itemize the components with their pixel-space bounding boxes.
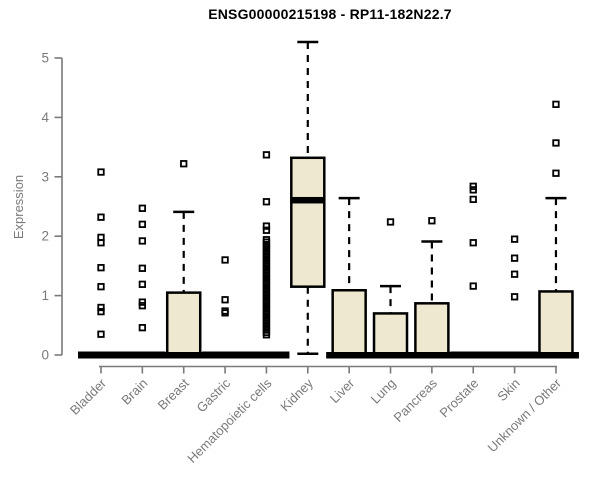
outlier-point <box>510 235 519 243</box>
outlier-point <box>97 303 105 312</box>
outlier-point <box>469 282 477 290</box>
median-line <box>532 352 579 359</box>
boxplot-box <box>165 291 202 357</box>
outlier-point <box>97 168 105 176</box>
x-category-label: Gastric <box>193 375 233 415</box>
outlier-point <box>138 324 147 332</box>
y-tick-label: 0 <box>41 348 49 363</box>
y-tick-label: 2 <box>41 229 49 244</box>
outlier-point <box>97 264 105 272</box>
x-category-label: Liver <box>327 375 358 406</box>
outlier-point <box>469 182 477 190</box>
outlier-point <box>138 220 147 228</box>
outlier-point <box>510 270 519 278</box>
outlier-point <box>138 280 147 288</box>
x-category-label: Prostate <box>437 376 482 421</box>
x-category-label: Brain <box>118 376 150 408</box>
y-tick-label: 5 <box>41 51 49 66</box>
zero-bar <box>243 351 290 359</box>
outlier-point <box>138 204 147 212</box>
boxplot-box <box>372 312 409 357</box>
outlier-point <box>97 330 105 338</box>
outlier-point <box>386 218 395 226</box>
boxplot-box <box>331 289 367 357</box>
outlier-point <box>262 198 271 206</box>
outlier-point <box>221 256 229 264</box>
x-category-label: Bladder <box>67 375 110 418</box>
outlier-point <box>221 307 229 315</box>
outlier-point <box>221 296 229 304</box>
x-category-label: Unknown / Other <box>484 375 564 455</box>
outlier-point <box>97 213 105 221</box>
outlier-point <box>510 293 519 301</box>
median-line <box>160 352 207 359</box>
zero-bar <box>78 351 124 359</box>
outlier-point <box>180 160 188 168</box>
x-category-label: Pancreas <box>391 375 441 425</box>
y-tick-label: 1 <box>41 288 49 303</box>
x-category-label: Kidney <box>277 375 316 414</box>
outlier-point <box>428 217 436 225</box>
zero-bar <box>450 351 497 359</box>
outlier-point <box>552 139 560 147</box>
outlier-point <box>552 100 560 108</box>
outlier-point <box>469 239 477 247</box>
outlier-point <box>97 233 105 242</box>
zero-bar <box>491 351 538 359</box>
boxplot-box <box>414 302 450 357</box>
median-line <box>326 352 373 359</box>
outlier-point <box>97 307 105 316</box>
x-category-label: Breast <box>155 375 192 412</box>
outlier-point <box>262 151 271 159</box>
outlier-point <box>138 298 147 306</box>
median-line <box>290 196 326 204</box>
median-line <box>408 352 455 359</box>
outlier-point <box>510 254 519 262</box>
outlier-point <box>469 195 477 204</box>
x-category-label: Lung <box>368 376 399 407</box>
zero-bar <box>119 351 166 359</box>
outlier-point <box>97 283 105 291</box>
y-tick-label: 4 <box>41 110 49 125</box>
outlier-point <box>262 222 271 230</box>
boxplot-box <box>290 156 326 288</box>
outlier-point <box>138 264 147 272</box>
outlier-point <box>552 169 560 177</box>
y-tick-label: 3 <box>41 169 49 184</box>
median-line <box>367 352 414 359</box>
x-category-label: Skin <box>494 376 522 404</box>
zero-bar <box>202 351 249 359</box>
outlier-point <box>138 237 147 245</box>
chart-title: ENSG00000215198 - RP11-182N22.7 <box>208 6 452 22</box>
outlier-point <box>262 226 271 234</box>
boxplot-box <box>538 290 574 357</box>
outlier-point <box>262 236 271 244</box>
